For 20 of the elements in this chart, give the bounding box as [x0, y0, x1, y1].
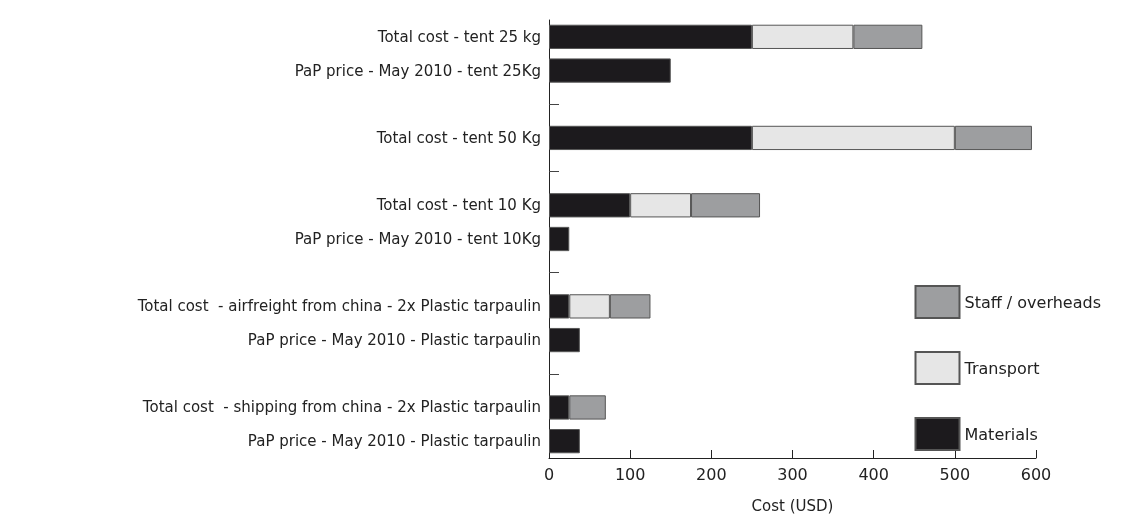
y-tick-label: PaP price - May 2010 - Plastic tarpaulin: [247, 331, 541, 350]
x-axis-title: Cost (USD): [751, 496, 834, 515]
y-tick-label: Total cost - tent 25 kg: [376, 27, 541, 46]
y-tick-label: PaP price - May 2010 - tent 25Kg: [294, 61, 541, 80]
y-tick-label: Total cost - tent 50 Kg: [375, 128, 541, 147]
y-tick-label: Total cost - shipping from china - 2x Plastic tarpaulin: [141, 398, 541, 417]
legend-label: Materials: [964, 424, 1038, 444]
y-tick-label: Total cost - airfreight from china - 2x Plastic tarpaulin: [136, 297, 541, 316]
x-tick-label: 400: [858, 464, 889, 484]
x-tick-label: 600: [1020, 464, 1052, 484]
legend-label: Staff / overheads: [964, 292, 1101, 312]
x-tick-label: 0: [543, 464, 555, 484]
y-tick-label: PaP price - May 2010 - tent 10Kg: [294, 230, 541, 248]
legend-label: Transport: [963, 358, 1040, 378]
x-tick-label: 500: [939, 464, 971, 484]
x-tick-label: 200: [696, 464, 727, 484]
y-tick-label: PaP price - May 2010 - Plastic tarpaulin: [247, 432, 541, 451]
x-tick-label: 100: [614, 464, 646, 484]
x-tick-label: 300: [777, 464, 808, 484]
y-tick-label: Total cost - tent 10 Kg: [375, 196, 541, 215]
